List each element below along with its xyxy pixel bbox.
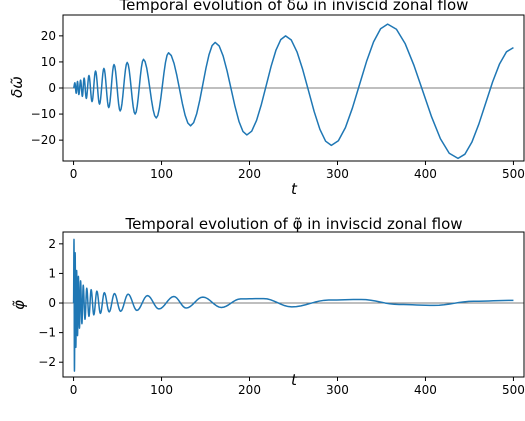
top-y-tick-label: −10 [31, 107, 56, 121]
bottom-y-axis-label: φ̃ [10, 300, 28, 310]
top-x-tick-label: 100 [150, 167, 173, 181]
top-ticks: 0 100 200 300 400 500 −20 −10 0 10 20 [31, 29, 525, 181]
top-x-tick-label: 500 [502, 167, 525, 181]
top-y-axis-label-group: δω̃ [8, 76, 26, 98]
top-x-tick-label: 300 [326, 167, 349, 181]
bottom-series-line-0 [72, 238, 514, 372]
top-y-tick-label: 10 [41, 55, 56, 69]
bottom-y-axis-label-group: φ̃ [10, 300, 28, 310]
top-chart-title: Temporal evolution of δω in inviscid zon… [119, 0, 469, 14]
bottom-y-tick-label: 2 [48, 237, 56, 251]
bottom-x-tick-label: 0 [70, 383, 78, 397]
top-x-tick-label: 400 [414, 167, 437, 181]
top-plot-frame [62, 14, 525, 162]
top-x-tick-label: 0 [70, 167, 78, 181]
top-plot-marks [63, 23, 524, 160]
top-subplot: Temporal evolution of δω in inviscid zon… [8, 0, 525, 198]
top-y-tick-label: 0 [48, 81, 56, 95]
bottom-x-tick-label: 100 [150, 383, 173, 397]
top-x-axis-label: t [291, 180, 298, 198]
top-y-axis-label: δω̃ [8, 76, 26, 98]
bottom-y-tick-label: −2 [38, 355, 56, 369]
bottom-plot-marks [63, 238, 524, 372]
top-series-line-0 [72, 23, 514, 160]
bottom-x-tick-label: 400 [414, 383, 437, 397]
top-x-tick-label: 200 [238, 167, 261, 181]
top-y-tick-label: 20 [41, 29, 56, 43]
bottom-x-axis-label: t [291, 371, 298, 389]
bottom-ticks: 0 100 200 300 400 500 −2 −1 0 1 2 [38, 237, 525, 397]
bottom-chart-title: Temporal evolution of φ̃ in inviscid zon… [124, 215, 462, 233]
bottom-y-tick-label: −1 [38, 326, 56, 340]
bottom-x-tick-label: 500 [502, 383, 525, 397]
bottom-y-tick-label: 1 [48, 266, 56, 280]
bottom-x-tick-label: 300 [326, 383, 349, 397]
bottom-x-tick-label: 200 [238, 383, 261, 397]
bottom-subplot: Temporal evolution of φ̃ in inviscid zon… [10, 215, 525, 397]
bottom-plot-frame [62, 231, 525, 378]
top-y-tick-label: −20 [31, 133, 56, 147]
bottom-y-tick-label: 0 [48, 296, 56, 310]
